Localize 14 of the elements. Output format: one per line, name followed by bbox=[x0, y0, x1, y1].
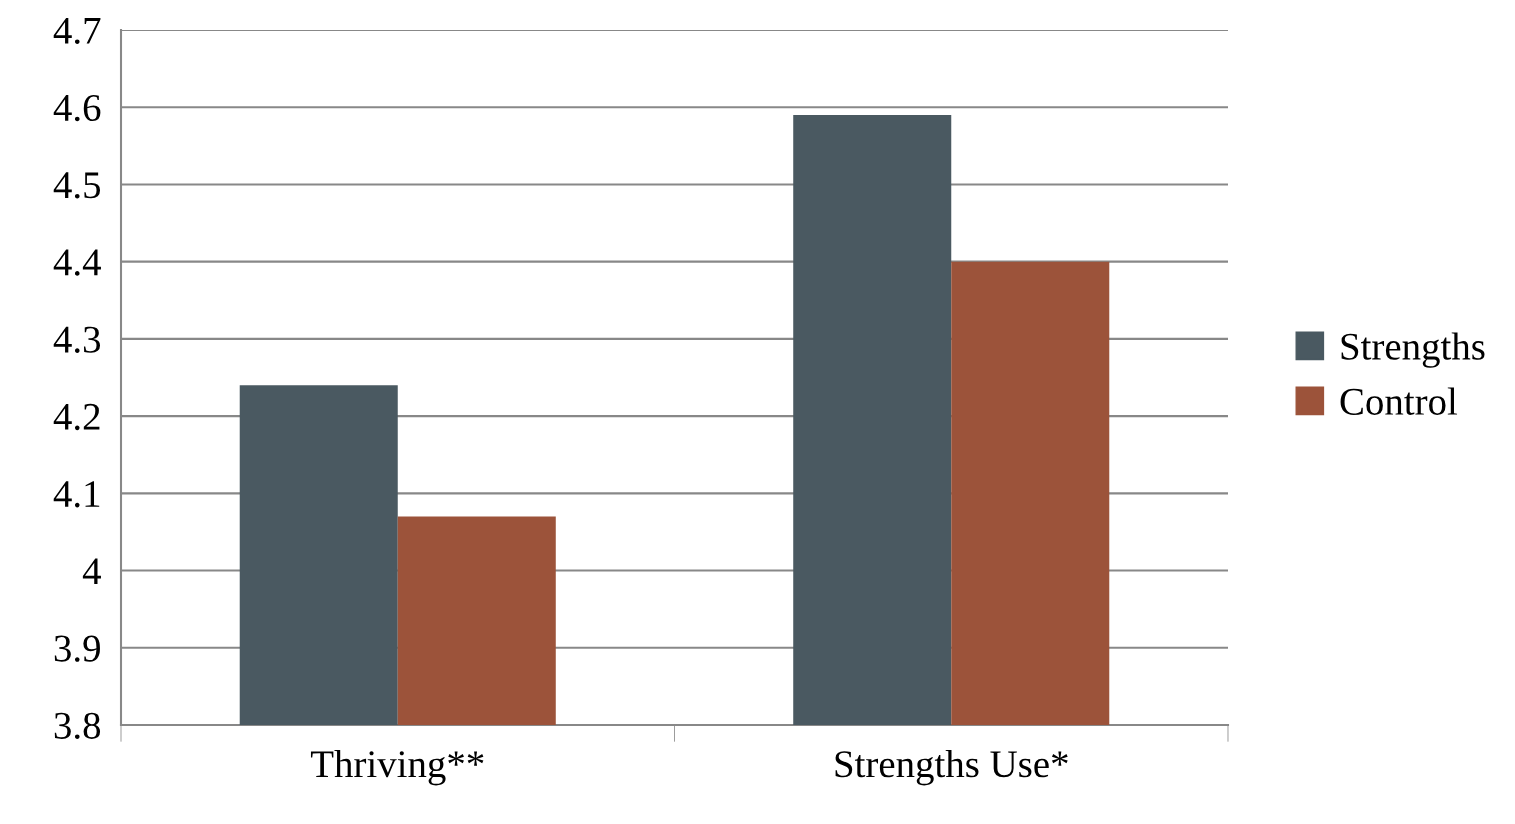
y-tick-label: 4.6 bbox=[53, 94, 101, 122]
y-tick-label: 4.7 bbox=[53, 17, 101, 45]
legend-label: Strengths bbox=[1341, 332, 1485, 368]
legend-label: Control bbox=[1340, 387, 1458, 415]
y-tick-label: 4.3 bbox=[53, 326, 101, 353]
x-tick-label: Thriving** bbox=[310, 750, 484, 786]
y-tick-label: 3.9 bbox=[54, 635, 100, 662]
y-tick-label: 4.4 bbox=[53, 249, 101, 276]
y-tick-label: 4 bbox=[82, 558, 101, 585]
x-tick-label: Strengths Use* bbox=[835, 750, 1068, 786]
y-tick-label: 4.1 bbox=[53, 481, 100, 508]
y-tick-label: 4.2 bbox=[53, 403, 100, 431]
y-tick-label: 4.5 bbox=[53, 172, 101, 199]
y-tick-label: 3.8 bbox=[54, 712, 101, 740]
